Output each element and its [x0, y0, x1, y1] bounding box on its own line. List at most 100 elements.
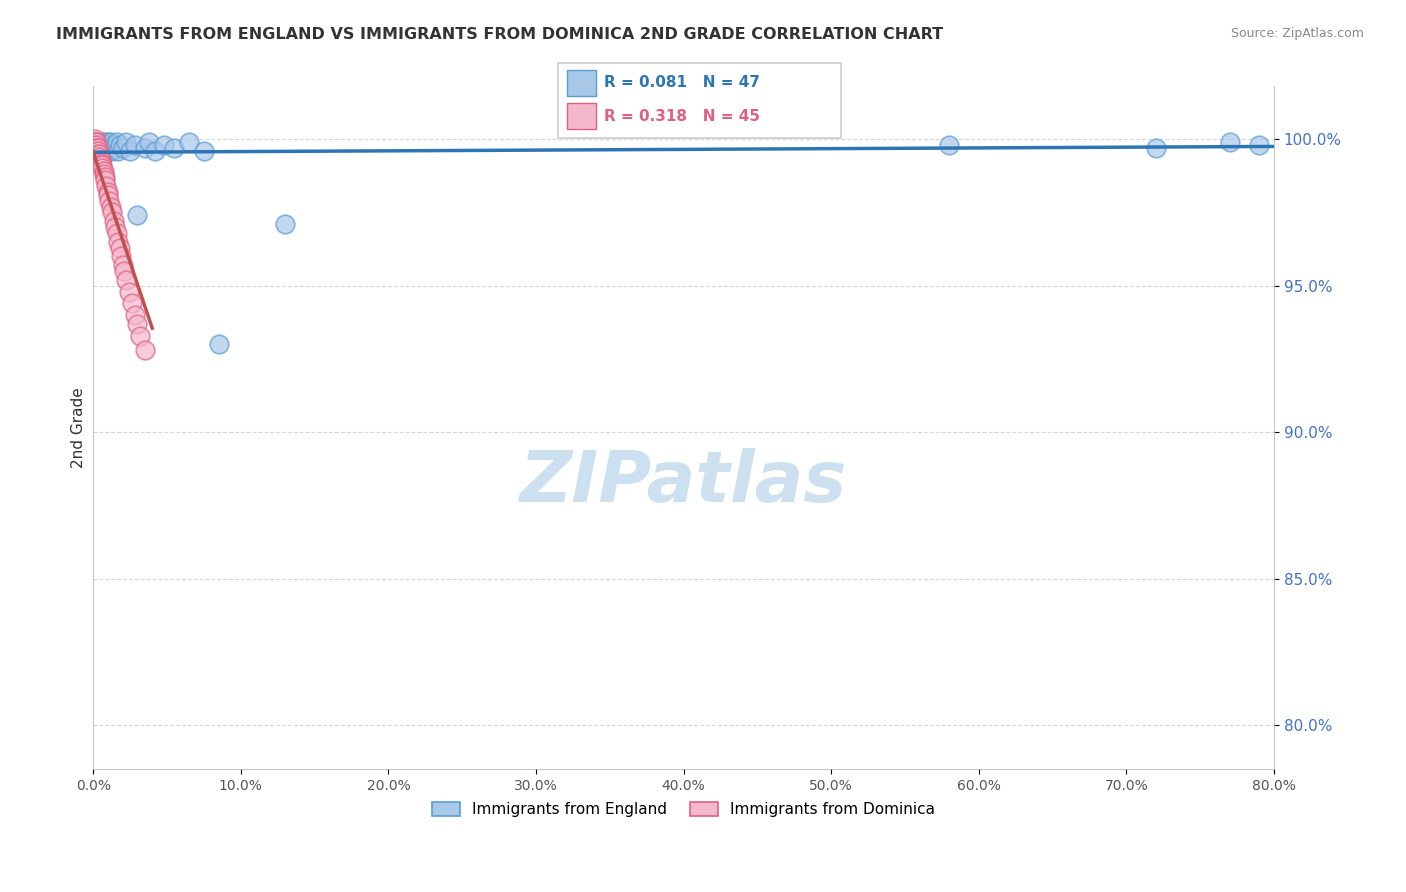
Point: [274, 217, 297, 231]
Point: [104, 220, 127, 235]
Point: [94, 170, 117, 185]
Point: [129, 328, 152, 343]
Point: [91, 159, 114, 173]
Point: [97, 141, 120, 155]
Point: [87, 135, 110, 149]
Point: [93, 167, 115, 181]
Point: [93, 164, 115, 178]
Point: [105, 226, 128, 240]
Point: [91, 161, 114, 176]
Point: [90, 155, 112, 169]
Point: [134, 141, 156, 155]
Point: [100, 135, 122, 149]
Point: [111, 141, 134, 155]
Point: [84, 141, 107, 155]
Point: [87, 150, 110, 164]
Point: [86, 144, 108, 158]
Point: [90, 144, 112, 158]
Point: [91, 135, 114, 149]
Point: [127, 208, 149, 222]
Point: [114, 273, 136, 287]
Point: [84, 138, 107, 153]
Point: [1219, 135, 1241, 149]
Text: R = 0.081   N = 47: R = 0.081 N = 47: [605, 76, 761, 90]
Point: [117, 285, 139, 299]
Point: [83, 138, 105, 153]
Point: [83, 138, 105, 153]
Point: [124, 138, 146, 153]
Point: [87, 146, 110, 161]
Point: [153, 138, 176, 153]
Point: [93, 138, 115, 153]
Point: [101, 144, 124, 158]
Text: IMMIGRANTS FROM ENGLAND VS IMMIGRANTS FROM DOMINICA 2ND GRADE CORRELATION CHART: IMMIGRANTS FROM ENGLAND VS IMMIGRANTS FR…: [56, 27, 943, 42]
Point: [83, 135, 105, 149]
Point: [121, 296, 143, 310]
Point: [90, 159, 112, 173]
Point: [94, 173, 117, 187]
Point: [93, 144, 115, 158]
Point: [101, 205, 124, 219]
Text: R = 0.318   N = 45: R = 0.318 N = 45: [605, 109, 761, 124]
Point: [104, 141, 127, 155]
Point: [110, 249, 132, 263]
Point: [105, 135, 128, 149]
Point: [98, 194, 121, 208]
Bar: [567, 70, 596, 95]
Y-axis label: 2nd Grade: 2nd Grade: [72, 387, 86, 468]
Point: [138, 135, 160, 149]
Point: [84, 135, 107, 149]
Point: [97, 185, 120, 199]
Point: [90, 138, 112, 153]
Point: [134, 343, 156, 358]
Text: ZIPatlas: ZIPatlas: [520, 448, 848, 517]
Point: [91, 141, 114, 155]
Point: [103, 214, 125, 228]
Point: [96, 144, 118, 158]
Point: [96, 138, 118, 153]
Point: [179, 135, 201, 149]
Point: [86, 150, 108, 164]
Point: [98, 138, 121, 153]
Point: [84, 144, 107, 158]
Point: [86, 146, 108, 161]
Point: [98, 144, 121, 158]
Point: [108, 241, 131, 255]
Bar: [567, 103, 596, 129]
Point: [107, 144, 129, 158]
Point: [94, 135, 117, 149]
Point: [208, 337, 231, 351]
Point: [86, 144, 108, 158]
Point: [97, 187, 120, 202]
Point: [111, 258, 134, 272]
Point: [90, 153, 112, 167]
Point: [83, 132, 105, 146]
Point: [86, 138, 108, 153]
Point: [108, 138, 131, 153]
Point: [938, 138, 960, 153]
Point: [127, 317, 149, 331]
Point: [84, 135, 107, 149]
Point: [112, 264, 135, 278]
Point: [120, 144, 142, 158]
Point: [94, 141, 117, 155]
FancyBboxPatch shape: [558, 63, 841, 137]
Point: [124, 308, 146, 322]
Point: [83, 141, 105, 155]
Text: Source: ZipAtlas.com: Source: ZipAtlas.com: [1230, 27, 1364, 40]
Point: [87, 141, 110, 155]
Point: [143, 144, 166, 158]
Point: [163, 141, 186, 155]
Point: [100, 141, 122, 155]
Point: [1144, 141, 1167, 155]
Point: [86, 141, 108, 155]
Legend: Immigrants from England, Immigrants from Dominica: Immigrants from England, Immigrants from…: [426, 796, 941, 823]
Point: [84, 141, 107, 155]
Point: [107, 235, 129, 249]
Point: [1249, 138, 1271, 153]
Point: [193, 144, 215, 158]
Point: [87, 153, 110, 167]
Point: [100, 200, 122, 214]
Point: [96, 179, 118, 194]
Point: [103, 138, 125, 153]
